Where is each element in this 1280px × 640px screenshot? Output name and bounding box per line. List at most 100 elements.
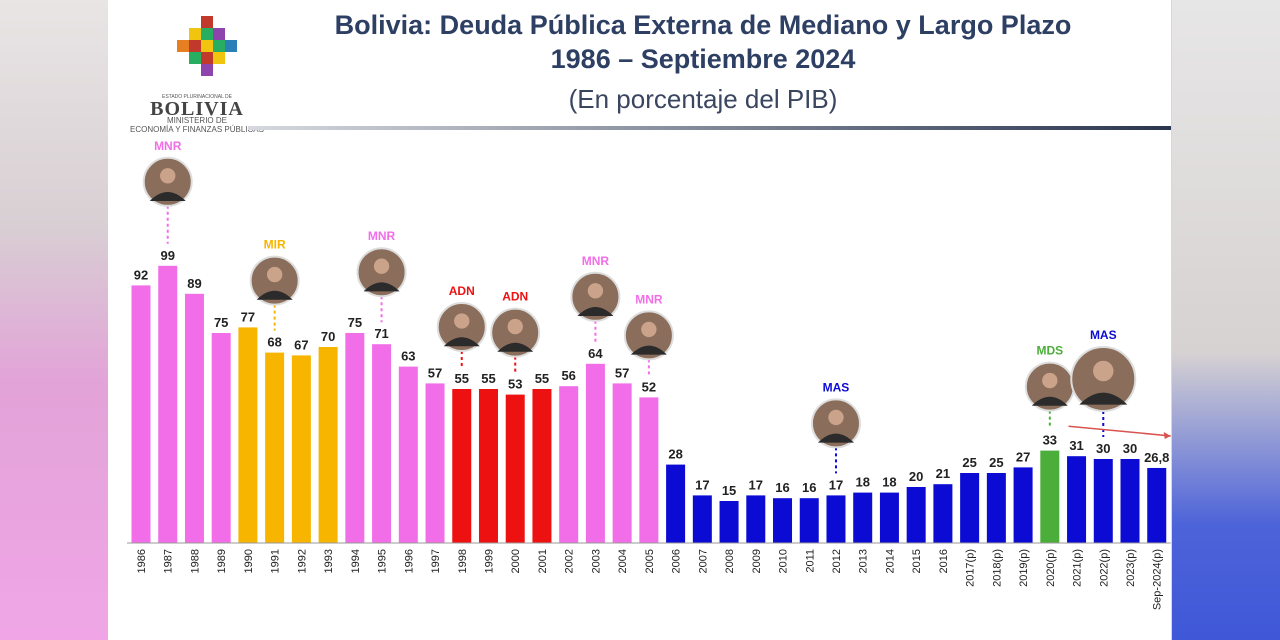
portrait-face-icon (507, 318, 523, 335)
x-tick-label: 2001 (537, 549, 549, 573)
portrait-face-icon (454, 313, 470, 329)
value-label: 15 (722, 483, 736, 498)
value-label: 99 (160, 248, 174, 263)
logo-subtitle: MINISTERIO DE ECONOMÍA Y FINANZAS PÚBLIC… (122, 116, 272, 134)
ministry-logo: ESTADO PLURINACIONAL DE BOLIVIA MINISTER… (122, 12, 272, 134)
portrait-face-icon (587, 283, 604, 299)
trend-arrow-head-icon (1163, 431, 1171, 439)
x-tick-label: 2004 (617, 549, 629, 573)
bar-2023(p) (1120, 459, 1140, 543)
x-tick-label: 2007 (697, 549, 709, 573)
portrait-suit-icon (149, 192, 186, 201)
x-tick-label: 2019(p) (1018, 549, 1030, 587)
x-tick-label: 1999 (483, 549, 495, 573)
chart-period: 1986 – Septiembre 2024 (550, 44, 856, 74)
bar-1988 (184, 293, 204, 543)
value-label: 17 (829, 477, 843, 492)
value-label: 55 (535, 371, 549, 386)
x-tick-label: 2017(p) (965, 549, 977, 587)
bar-2010 (773, 498, 793, 543)
x-tick-label: 2010 (778, 549, 790, 573)
party-label: ADN (502, 290, 528, 304)
value-label: 70 (321, 329, 335, 344)
value-label: 56 (561, 368, 575, 383)
x-tick-label: 1987 (163, 549, 175, 573)
value-label: 17 (749, 477, 763, 492)
bar-1990 (238, 327, 258, 543)
value-label: 18 (855, 475, 869, 490)
logo-subtitle-line2: ECONOMÍA Y FINANZAS PÚBLICAS (130, 125, 264, 134)
bar-2001 (532, 389, 552, 543)
value-label: 53 (508, 377, 522, 392)
logo-small-text: ESTADO PLURINACIONAL DE (161, 94, 232, 100)
x-tick-label: 1991 (270, 549, 282, 573)
bar-2022(p) (1093, 459, 1113, 543)
value-label: 27 (1016, 449, 1030, 464)
value-label: 77 (241, 309, 255, 324)
x-tick-label: 1988 (189, 549, 201, 573)
value-label: 18 (882, 475, 896, 490)
bar-1998 (452, 389, 472, 543)
portrait-face-icon (641, 321, 657, 338)
value-label: 52 (642, 379, 656, 394)
bar-2000 (505, 394, 525, 543)
x-tick-label: 2015 (911, 549, 923, 573)
bolivia-emblem-icon (177, 16, 237, 76)
value-label: 75 (348, 315, 362, 330)
x-tick-label: 2023(p) (1125, 549, 1137, 587)
bar-1992 (291, 355, 311, 543)
value-label: 25 (989, 455, 1003, 470)
value-label: 75 (214, 315, 228, 330)
x-tick-label: 2002 (564, 549, 576, 573)
bar-1986 (131, 285, 151, 543)
party-label: MNR (154, 139, 182, 153)
portrait-face-icon (828, 409, 844, 426)
portrait-suit-icon (256, 290, 293, 300)
value-label: 33 (1043, 433, 1057, 448)
x-tick-label: 1989 (216, 549, 228, 573)
value-label: 31 (1069, 438, 1083, 453)
x-tick-label: 1998 (457, 549, 469, 573)
value-label: 26,8 (1144, 450, 1169, 465)
party-label: MAS (823, 380, 850, 394)
x-tick-label: 2005 (644, 549, 656, 573)
logo-subtitle-line1: MINISTERIO DE (166, 116, 227, 125)
portrait-suit-icon (630, 345, 667, 355)
value-label: 57 (428, 365, 442, 380)
bar-2004 (612, 383, 632, 543)
portrait-suit-icon (497, 342, 534, 352)
video-background-right (1172, 0, 1280, 640)
party-label: ADN (449, 284, 475, 298)
portrait-face-icon (266, 266, 283, 283)
bar-Sep-2024(p) (1147, 467, 1167, 543)
x-tick-label: 2003 (590, 549, 602, 573)
bar-1999 (478, 389, 498, 543)
bar-2006 (666, 464, 686, 543)
x-tick-label: 2008 (724, 549, 736, 573)
chart-title: Bolivia: Deuda Pública Externa de Median… (334, 10, 1072, 40)
x-tick-label: 1990 (243, 549, 255, 573)
value-label: 67 (294, 337, 308, 352)
portrait-face-icon (160, 168, 176, 184)
bar-2015 (906, 487, 926, 543)
x-tick-label: 2016 (938, 549, 950, 573)
party-label: MIR (264, 238, 286, 252)
x-tick-label: 2000 (510, 549, 522, 573)
x-tick-label: 2021(p) (1072, 549, 1084, 587)
party-label: MNR (368, 229, 396, 243)
x-tick-label: 2014 (884, 549, 896, 573)
bar-2020(p) (1040, 450, 1060, 543)
party-label: MDS (1036, 344, 1063, 358)
party-label: MAS (1090, 328, 1117, 342)
bar-2013 (853, 492, 873, 543)
x-tick-label: 1994 (350, 549, 362, 573)
x-tick-label: 1992 (296, 549, 308, 573)
header-divider (248, 126, 1171, 130)
value-label: 63 (401, 349, 415, 364)
value-label: 16 (775, 480, 789, 495)
bar-2005 (639, 397, 659, 543)
portrait-suit-icon (817, 433, 854, 443)
x-tick-label: 2006 (671, 549, 683, 573)
value-label: 20 (909, 469, 923, 484)
